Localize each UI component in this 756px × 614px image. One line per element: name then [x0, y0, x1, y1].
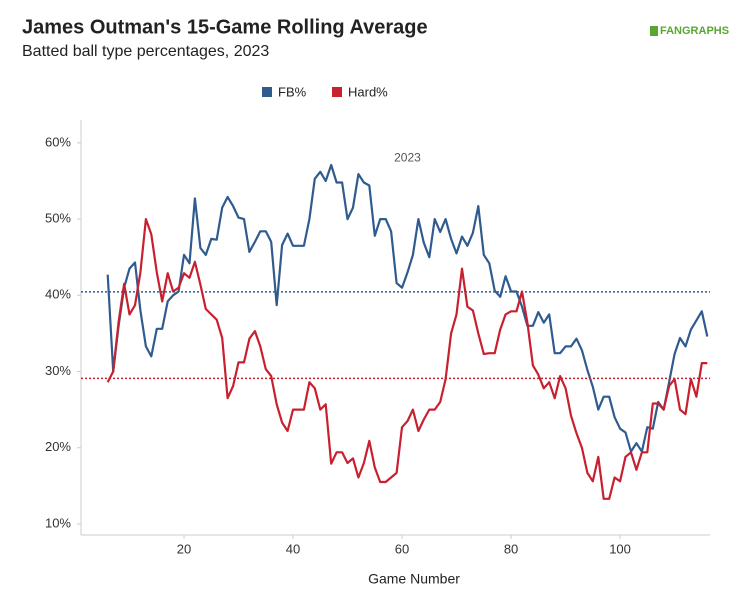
x-tick-label: 60 [395, 541, 409, 556]
legend-swatch [262, 87, 272, 97]
chart-subtitle: Batted ball type percentages, 2023 [22, 43, 269, 60]
y-tick-label: 30% [45, 363, 71, 378]
series-line [106, 163, 709, 453]
x-tick-label: 40 [286, 541, 300, 556]
y-tick-label: 50% [45, 211, 71, 226]
legend-label: Hard% [348, 84, 388, 99]
x-tick-label: 100 [609, 541, 631, 556]
x-tick-label: 20 [177, 541, 191, 556]
legend-label: FB% [278, 84, 307, 99]
y-tick-label: 10% [45, 515, 71, 530]
y-tick-label: 20% [45, 439, 71, 454]
logo-icon [650, 26, 658, 36]
chart-title: James Outman's 15-Game Rolling Average [22, 16, 428, 38]
x-tick-label: 80 [504, 541, 518, 556]
x-axis-label: Game Number [368, 571, 460, 587]
y-tick-label: 40% [45, 287, 71, 302]
logo: FANGRAPHS [660, 25, 729, 37]
legend-swatch [332, 87, 342, 97]
annotation: 2023 [394, 150, 421, 164]
y-tick-label: 60% [45, 134, 71, 149]
series-line [106, 218, 708, 500]
